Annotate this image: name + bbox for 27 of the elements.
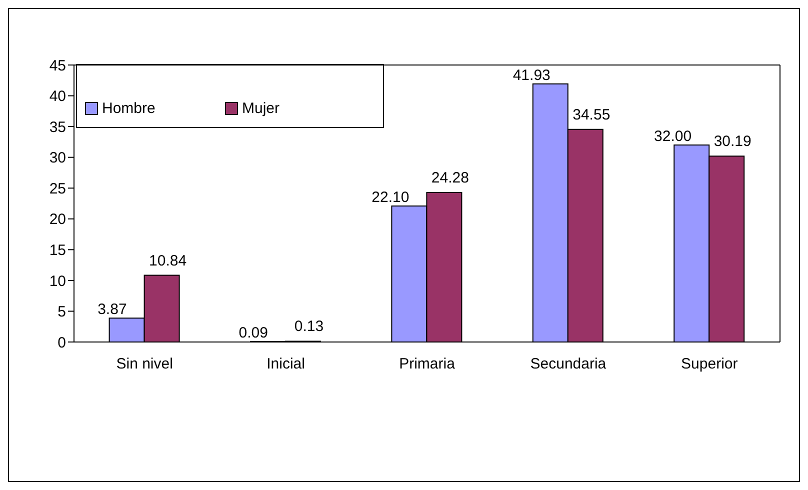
y-tick-label: 45 xyxy=(49,57,66,74)
legend-label: Hombre xyxy=(102,100,156,116)
x-tick-label: Superior xyxy=(681,356,738,373)
data-label: 3.87 xyxy=(98,301,127,318)
y-tick-label: 0 xyxy=(58,334,66,352)
y-tick-label: 40 xyxy=(49,88,66,106)
data-label: 32.00 xyxy=(654,128,692,146)
y-tick-label: 5 xyxy=(58,304,66,321)
y-tick-label: 20 xyxy=(49,211,66,228)
data-label: 10.84 xyxy=(149,252,187,270)
data-label: 30.19 xyxy=(714,133,752,150)
data-label: 41.93 xyxy=(512,66,550,84)
y-tick-label: 25 xyxy=(49,180,66,198)
x-tick-label: Secundaria xyxy=(530,356,607,373)
data-label: 0.13 xyxy=(294,318,324,336)
x-tick-label: Primaria xyxy=(399,356,456,373)
y-tick-label: 30 xyxy=(49,150,66,167)
y-tick-label: 10 xyxy=(49,272,66,290)
data-label: 0.09 xyxy=(238,324,268,342)
y-tick-label: 15 xyxy=(49,242,66,259)
data-label: 24.28 xyxy=(431,170,469,187)
y-tick-label: 35 xyxy=(49,118,66,136)
x-tick-label: Sin nivel xyxy=(116,356,173,373)
data-label: 34.55 xyxy=(572,106,610,124)
x-tick-label: Inicial xyxy=(266,356,305,373)
data-label: 22.10 xyxy=(372,188,410,206)
legend-label: Mujer xyxy=(242,100,280,116)
